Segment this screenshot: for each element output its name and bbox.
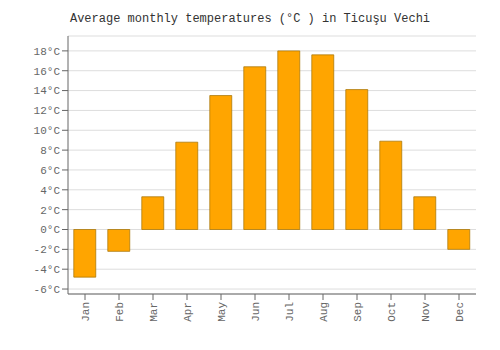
svg-text:Jan: Jan — [80, 302, 92, 322]
svg-text:14°C: 14°C — [34, 85, 61, 97]
svg-text:6°C: 6°C — [40, 165, 60, 177]
svg-text:16°C: 16°C — [34, 66, 61, 78]
svg-text:Oct: Oct — [386, 302, 398, 322]
svg-text:0°C: 0°C — [40, 224, 60, 236]
svg-text:-4°C: -4°C — [34, 264, 61, 276]
svg-text:-2°C: -2°C — [34, 244, 61, 256]
svg-text:Jul: Jul — [284, 302, 296, 322]
svg-text:Dec: Dec — [454, 302, 466, 322]
svg-text:Nov: Nov — [420, 302, 432, 322]
svg-text:Apr: Apr — [182, 302, 194, 322]
svg-text:2°C: 2°C — [40, 205, 60, 217]
svg-text:Jun: Jun — [250, 302, 262, 322]
svg-text:Sep: Sep — [352, 302, 364, 322]
svg-text:Mar: Mar — [148, 302, 160, 322]
html-text:Average monthly temperatures (: Average monthly temperatures (°C ) in Ti… — [70, 12, 430, 26]
svg-text:18°C: 18°C — [34, 46, 61, 58]
svg-text:Feb: Feb — [114, 302, 126, 322]
svg-text:May: May — [216, 302, 228, 322]
svg-text:4°C: 4°C — [40, 185, 60, 197]
svg-text:8°C: 8°C — [40, 145, 60, 157]
svg-text:10°C: 10°C — [34, 125, 61, 137]
svg-text:Aug: Aug — [318, 302, 330, 322]
svg-text:-6°C: -6°C — [34, 284, 61, 296]
svg-text:12°C: 12°C — [34, 105, 61, 117]
